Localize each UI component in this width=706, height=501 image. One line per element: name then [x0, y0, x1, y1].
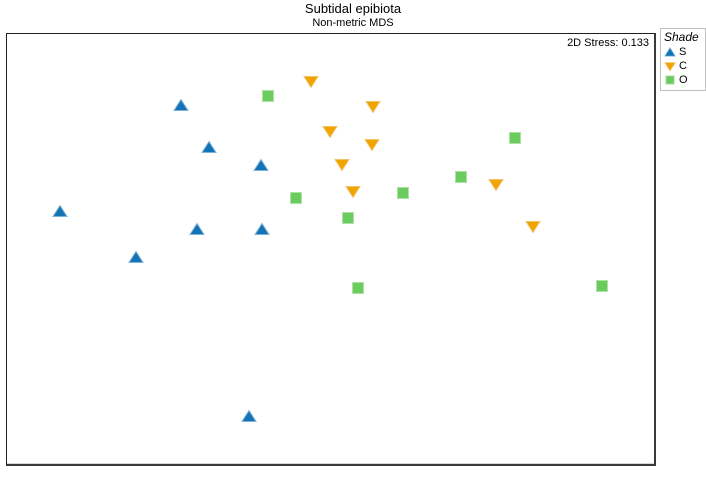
point-S: [173, 97, 189, 113]
stress-annotation: 2D Stress: 0.133: [567, 37, 649, 49]
point-O: [453, 169, 469, 185]
point-S: [253, 157, 269, 173]
point-O: [594, 278, 610, 294]
point-S: [201, 139, 217, 155]
legend-item-s: S: [664, 45, 703, 59]
point-C: [334, 156, 350, 172]
legend: Shade S C O: [660, 28, 706, 91]
chart-title: Subtidal epibiota: [304, 1, 402, 16]
point-C: [322, 123, 338, 139]
legend-label-s: S: [679, 46, 687, 58]
point-O: [350, 280, 366, 296]
point-O: [288, 190, 304, 206]
legend-title: Shade: [664, 30, 699, 44]
legend-item-c: C: [664, 59, 703, 73]
point-C: [488, 176, 504, 192]
triangle-down-icon: [664, 60, 676, 72]
point-S: [189, 221, 205, 237]
point-C: [303, 73, 319, 89]
point-C: [365, 98, 381, 114]
point-S: [254, 221, 270, 237]
point-S: [128, 249, 144, 265]
point-C: [364, 136, 380, 152]
point-S: [52, 203, 68, 219]
point-C: [525, 218, 541, 234]
legend-label-c: C: [679, 60, 687, 72]
plot-area: 2D Stress: 0.133: [6, 33, 656, 466]
legend-label-o: O: [679, 74, 688, 86]
point-C: [345, 183, 361, 199]
legend-item-o: O: [664, 73, 703, 87]
point-S: [241, 408, 257, 424]
chart-subtitle: Non-metric MDS: [312, 17, 394, 29]
point-O: [260, 88, 276, 104]
point-O: [395, 185, 411, 201]
square-icon: [664, 74, 676, 86]
point-O: [340, 210, 356, 226]
point-O: [507, 130, 523, 146]
triangle-up-icon: [664, 46, 676, 58]
